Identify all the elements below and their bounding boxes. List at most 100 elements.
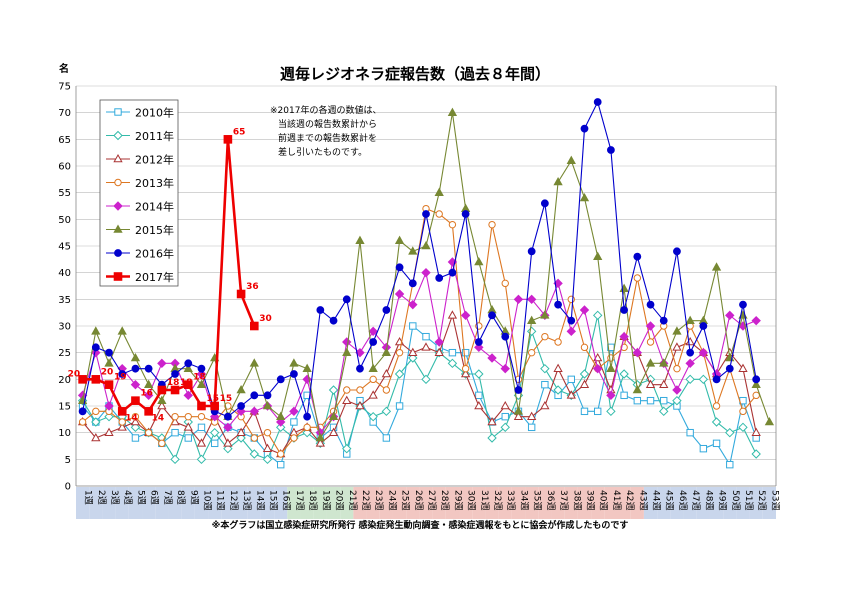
data-point: [632, 384, 642, 394]
legend-label: 2016年: [135, 247, 174, 261]
week-band: [445, 487, 460, 519]
x-tick-label: 35週: [532, 490, 543, 510]
data-point: [540, 310, 550, 319]
x-tick-label: 38週: [571, 490, 582, 510]
data-point: [739, 300, 747, 309]
week-band: [287, 487, 301, 519]
data-point: [527, 315, 537, 324]
note-line: ※2017年の各週の数値は、: [270, 104, 381, 116]
data-point: [395, 348, 404, 357]
x-tick-label: 4週: [122, 490, 133, 505]
data-point: [104, 380, 114, 389]
week-band: [168, 487, 182, 519]
legend-label: 2014年: [135, 200, 174, 214]
data-point: [513, 406, 524, 415]
data-point: [328, 411, 339, 420]
data-point: [461, 210, 470, 218]
data-point: [78, 375, 87, 384]
data-point: [474, 338, 483, 346]
data-point: [237, 402, 245, 410]
data-point: [751, 427, 761, 436]
data-point: [712, 439, 721, 448]
data-point: [725, 364, 734, 373]
x-tick-label: 7週: [162, 490, 173, 505]
data-point: [513, 294, 524, 305]
data-point: [619, 369, 629, 379]
x-tick-label: 39週: [584, 490, 595, 510]
data-point: [223, 135, 233, 144]
data-point: [475, 391, 483, 400]
data-point: [395, 263, 404, 272]
data-point: [368, 411, 378, 422]
data-point: [501, 412, 509, 421]
x-tick-label: 6週: [149, 490, 160, 505]
legend-item: 2014年: [106, 200, 174, 214]
data-point: [567, 316, 576, 325]
legend-label: 2012年: [135, 153, 174, 167]
x-tick-label: 27週: [426, 490, 437, 510]
x-tick-label: 5週: [135, 490, 146, 505]
data-point: [448, 348, 457, 357]
legend-swatch-marker: [114, 178, 122, 187]
data-point: [130, 379, 141, 390]
data-point: [250, 391, 259, 400]
x-tick-label: 8週: [175, 490, 186, 505]
data-point: [209, 427, 220, 438]
data-point: [593, 251, 603, 260]
week-band: [76, 487, 90, 519]
data-point: [197, 364, 206, 373]
data-point: [381, 406, 392, 417]
data-point: [500, 363, 510, 374]
x-tick-label: 11週: [215, 490, 226, 510]
data-point: [184, 434, 192, 442]
x-tick-label: 52週: [756, 490, 767, 510]
data-point: [408, 246, 418, 255]
data-label: 18: [193, 373, 206, 383]
data-point: [553, 385, 563, 395]
week-band: [326, 487, 341, 519]
week-band: [313, 487, 327, 519]
data-point: [607, 146, 615, 154]
data-point: [725, 310, 735, 321]
data-point: [276, 417, 286, 427]
series-line: [82, 313, 757, 455]
legend-item: 2017年: [106, 270, 174, 284]
data-label: 18: [167, 378, 180, 388]
note-line: 当該週の報告数累計から: [278, 118, 377, 130]
data-point: [672, 385, 682, 395]
data-point: [645, 379, 656, 388]
data-point: [303, 412, 312, 421]
data-point: [540, 199, 549, 208]
data-label: 36: [246, 282, 259, 292]
data-point: [355, 347, 365, 358]
week-band: [723, 487, 737, 519]
x-tick-label: 2週: [96, 490, 107, 505]
legend-item: 2013年: [106, 176, 174, 190]
data-point: [673, 247, 681, 256]
data-point: [355, 235, 365, 244]
data-point: [143, 390, 154, 401]
data-point: [342, 443, 352, 454]
data-point: [474, 369, 484, 379]
week-band: [525, 487, 539, 519]
data-point: [619, 331, 629, 342]
week-band: [630, 487, 644, 519]
week-band: [128, 487, 143, 519]
y-tick-label: 30: [58, 322, 71, 333]
legend-label: 2011年: [135, 129, 174, 143]
data-point: [699, 444, 708, 453]
x-tick-label: 19週: [320, 490, 331, 510]
data-point: [316, 306, 325, 314]
data-point: [738, 422, 748, 433]
week-band: [353, 487, 367, 519]
week-band: [181, 487, 195, 519]
y-tick-label: 65: [58, 135, 71, 146]
note-line: 前週までの報告数累計を: [278, 132, 377, 144]
data-point: [620, 391, 628, 400]
data-point: [183, 380, 193, 389]
data-point: [408, 299, 418, 310]
data-point: [157, 395, 167, 404]
y-tick-label: 10: [58, 428, 71, 439]
data-point: [541, 332, 549, 341]
x-tick-label: 53週: [769, 490, 780, 510]
